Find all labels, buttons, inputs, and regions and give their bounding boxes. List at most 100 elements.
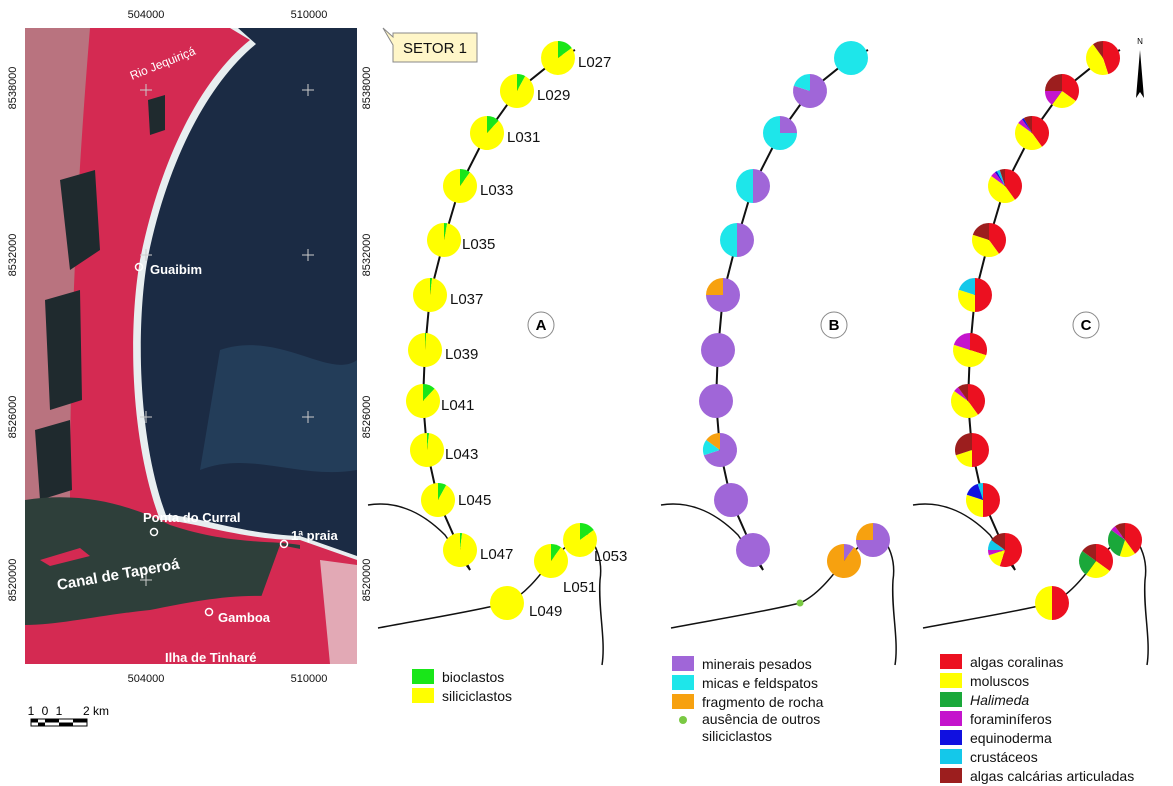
- pie-slice: [780, 116, 797, 133]
- pie-slice: [958, 278, 975, 295]
- pie-slice: [499, 74, 534, 108]
- legend-label: bioclastos: [442, 668, 505, 685]
- legend: minerais pesados micas e feldspatos fragme…: [672, 654, 823, 747]
- sector-callout: SETOR 1: [382, 27, 478, 63]
- pie-slice: [720, 223, 737, 257]
- legend-label: foraminíferos: [970, 710, 1052, 727]
- pie-slice: [1018, 119, 1032, 133]
- pie-slice: [1045, 91, 1062, 105]
- legend: bioclastos siliciclastos: [412, 667, 512, 705]
- pie-slice: [1035, 586, 1052, 620]
- legend-item: algas calcárias articuladas: [940, 766, 1134, 785]
- pie-slice: [975, 278, 992, 312]
- place-label: Gamboa: [218, 610, 271, 625]
- scale-label: 0: [42, 704, 49, 718]
- pie-slice: [1111, 526, 1125, 540]
- pie-slice: [517, 74, 526, 91]
- coord-label: 8532000: [7, 234, 19, 277]
- pie-slice: [469, 116, 504, 151]
- pie-slice: [736, 533, 770, 567]
- coord-label: 8520000: [7, 559, 19, 602]
- pie-slice: [703, 440, 720, 456]
- panel-badge: [527, 311, 555, 339]
- pie-slice: [444, 223, 448, 240]
- coord-label: 8526000: [361, 396, 373, 439]
- pie-slice: [1086, 44, 1109, 75]
- pie-slice: [406, 384, 440, 418]
- pie-slice: [1119, 540, 1135, 558]
- pie-slice: [490, 586, 524, 620]
- legend-label: minerais pesados: [702, 655, 812, 672]
- scale-label: 1: [28, 704, 35, 718]
- pie-slice: [763, 116, 797, 150]
- pie-slice: [988, 540, 1005, 550]
- legend-swatch: [412, 669, 434, 684]
- pie-slice: [970, 333, 987, 356]
- pie-slice: [1045, 74, 1062, 91]
- pie-slice: [991, 172, 1005, 186]
- coord-label: 504000: [128, 673, 165, 685]
- pie-slice: [955, 450, 972, 467]
- pie-slice: [977, 483, 983, 500]
- pie-slice: [1082, 544, 1096, 561]
- legend-item: foraminíferos: [940, 709, 1134, 728]
- panel: B: [660, 41, 897, 666]
- pie-slice: [953, 344, 987, 367]
- station-label: L047: [480, 546, 513, 563]
- station-label: L045: [458, 492, 491, 509]
- pie-slice: [534, 544, 569, 578]
- legend-swatch: [940, 654, 962, 669]
- pie-slice: [410, 433, 445, 467]
- pie-slice: [1052, 91, 1076, 108]
- grid-crosses: [140, 84, 314, 586]
- panel-label: A: [536, 317, 547, 334]
- legend-label: algas coralinas: [970, 653, 1064, 670]
- pie-slice: [1023, 116, 1032, 133]
- station-label: L031: [507, 129, 540, 146]
- legend-item: crustáceos: [940, 747, 1134, 766]
- pie-slice: [972, 234, 999, 258]
- station-label: L053: [594, 548, 627, 565]
- pie-slice: [988, 176, 1015, 204]
- pie-slice: [701, 333, 735, 367]
- coord-label: 8538000: [361, 67, 373, 110]
- pie-slice: [487, 116, 499, 133]
- pie-slice: [1022, 118, 1032, 133]
- pie-slice: [438, 483, 447, 500]
- pie-slice: [983, 483, 1000, 517]
- station-label: L051: [563, 579, 596, 596]
- legend-swatch: [672, 675, 694, 690]
- pie-slice: [856, 523, 873, 540]
- pie-slice: [460, 533, 463, 550]
- pie-slice: [966, 494, 983, 517]
- place-label: Ponta do Curral: [143, 510, 241, 525]
- scale-label: 1: [56, 704, 63, 718]
- pie-slice: [442, 169, 477, 203]
- pie-slice: [753, 169, 770, 203]
- pie-slice: [703, 433, 737, 467]
- pie-slice: [972, 223, 989, 240]
- panel-label: C: [1081, 317, 1092, 334]
- legend-item: moluscos: [940, 671, 1134, 690]
- legend-swatch: [940, 768, 962, 783]
- legend-swatch: [679, 716, 687, 724]
- pie-slice: [430, 278, 433, 295]
- panels: A L027 L029 L031 L033 L035 L037 L039 L041 L043 L04…: [367, 41, 1149, 666]
- place-label: Ilha de Tinharé: [165, 650, 257, 665]
- legend-item: equinoderma: [940, 728, 1134, 747]
- pie-slice: [999, 169, 1005, 186]
- sector-label: SETOR 1: [403, 40, 467, 57]
- pie-slice: [995, 171, 1005, 186]
- legend-label: fragmento de rocha: [702, 693, 824, 710]
- pie-slice: [1115, 523, 1125, 540]
- legend-label: ausência de outros siliciclastos: [702, 711, 821, 744]
- panel-badge: [820, 311, 848, 339]
- scale-bar: 1 0 1 2 km: [28, 704, 109, 727]
- pie-slice: [408, 333, 443, 368]
- pie-slice: [1093, 41, 1103, 58]
- pie-slice: [1015, 123, 1042, 151]
- pie-slice: [551, 544, 561, 561]
- station-label: L029: [537, 87, 570, 104]
- station-label: L041: [441, 397, 474, 414]
- legend-swatch: [672, 656, 694, 671]
